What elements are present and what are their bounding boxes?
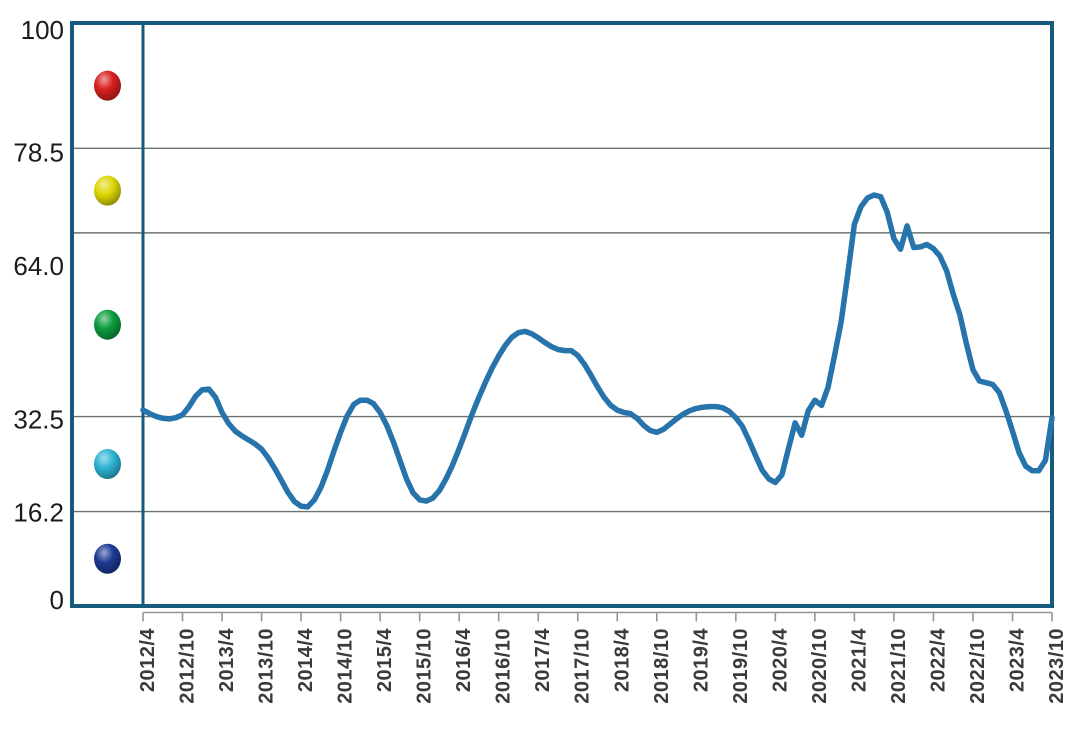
y-axis-label: 0: [50, 585, 64, 615]
y-axis-label: 100: [21, 15, 64, 45]
y-axis-label: 16.2: [13, 498, 64, 528]
x-axis-label: 2023/10: [1046, 628, 1068, 704]
gridlines-group: [72, 147, 1052, 513]
chart-border: [70, 21, 1054, 608]
x-axis-label: 2014/4: [295, 628, 317, 693]
green-signal-ball-icon: [94, 309, 121, 340]
index-line: [140, 192, 1055, 510]
x-axis-label: 2012/4: [137, 628, 159, 693]
x-axis-label: 2018/10: [651, 628, 673, 704]
x-axis-label: 2022/4: [927, 628, 949, 693]
x-axis-label: 2020/10: [809, 628, 831, 704]
x-axis-group: [142, 611, 1053, 622]
x-axis-label: 2012/10: [177, 628, 199, 704]
x-axis-label: 2019/10: [730, 628, 752, 704]
x-axis-label: 2022/10: [967, 628, 989, 704]
y-axis-label: 32.5: [13, 405, 64, 435]
x-axis-labels-group: 2012/4 2012/10 2013/4 2013/10 2014/4 2014/10 2…: [137, 628, 1068, 704]
plot-frame-group: [70, 21, 1054, 608]
red-signal-ball-icon: [94, 70, 121, 101]
x-axis-label: 2019/4: [690, 628, 712, 693]
y-axis-labels-group: 100 78.5 64.0 32.5 16.2 0: [13, 15, 64, 615]
x-axis-label: 2021/4: [848, 628, 870, 693]
x-axis-label: 2021/10: [888, 628, 910, 704]
x-axis-label: 2017/10: [572, 628, 594, 704]
x-axis-label: 2015/4: [374, 628, 396, 693]
x-axis-label: 2013/10: [256, 628, 278, 704]
x-axis-label: 2016/4: [453, 628, 475, 693]
x-axis-label: 2023/4: [1006, 628, 1028, 693]
dark-blue-signal-ball-icon: [94, 543, 121, 574]
x-axis-label: 2014/10: [335, 628, 357, 704]
yellow-signal-ball-icon: [94, 175, 121, 206]
x-axis-label: 2018/4: [611, 628, 633, 693]
x-axis-label: 2013/4: [216, 628, 238, 693]
y-axis-label: 64.0: [13, 251, 64, 281]
x-axis-label: 2015/10: [414, 628, 436, 704]
light-blue-signal-ball-icon: [94, 449, 121, 480]
x-axis-label: 2017/4: [532, 628, 554, 693]
series-group: [140, 192, 1055, 510]
signal-balls-group: [94, 70, 121, 574]
y-axis-label: 78.5: [13, 137, 64, 167]
x-axis-label: 2020/4: [769, 628, 791, 693]
x-axis-label: 2016/10: [493, 628, 515, 704]
